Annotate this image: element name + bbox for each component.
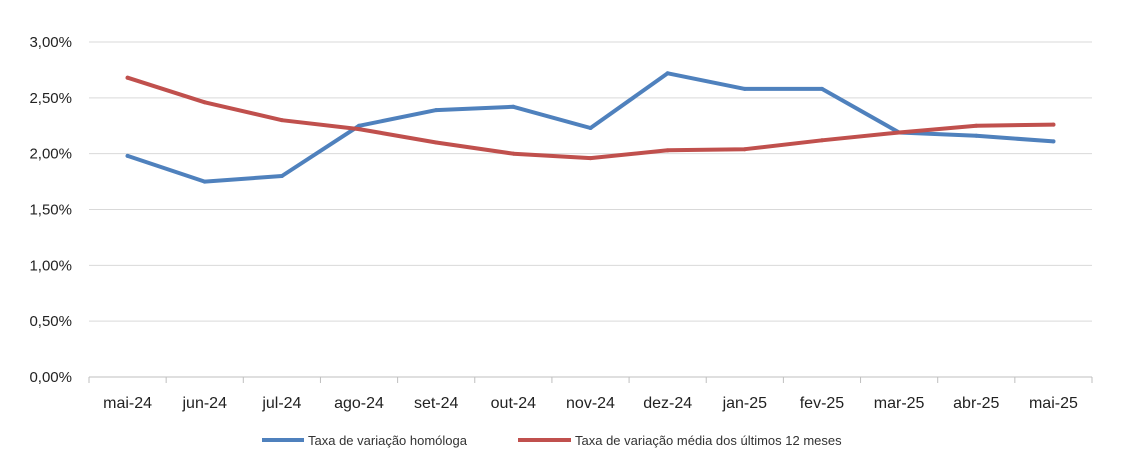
data-point (974, 133, 979, 138)
x-tick-label: mar-25 (874, 395, 925, 412)
data-point (588, 125, 593, 130)
data-point (434, 108, 439, 113)
data-point (1051, 122, 1056, 127)
y-tick-label: 0,50% (29, 313, 72, 330)
x-tick-label: jan-25 (722, 395, 768, 412)
data-point (819, 86, 824, 91)
legend-label: Taxa de variação homóloga (308, 433, 468, 448)
x-tick-label: jun-24 (181, 395, 227, 412)
x-tick-label: dez-24 (643, 395, 692, 412)
data-point (665, 71, 670, 76)
x-tick-label: out-24 (491, 395, 536, 412)
data-point (1051, 139, 1056, 144)
gridlines (89, 41, 1092, 322)
y-tick-label: 1,50% (29, 202, 72, 219)
data-point (742, 86, 747, 91)
data-point (357, 127, 362, 132)
x-tick-label: jul-24 (261, 395, 301, 412)
x-tick-label: mai-25 (1029, 395, 1078, 412)
x-tick-label: ago-24 (334, 395, 384, 412)
y-tick-label: 2,50% (29, 90, 72, 107)
data-point (125, 153, 130, 158)
data-point (279, 174, 284, 178)
y-axis: 0,00% 0,50% 1,00% 1,50% 2,00% 2,50% 3,00% (29, 34, 72, 386)
x-tick-label: mai-24 (103, 395, 152, 412)
data-point (202, 179, 207, 184)
y-tick-label: 3,00% (29, 34, 72, 51)
x-tick-label: fev-25 (800, 395, 845, 412)
x-tick-label: abr-25 (953, 395, 999, 412)
x-axis: mai-24 jun-24 jul-24 ago-24 set-24 out-24 nov-… (88, 376, 1093, 412)
x-tick-label: set-24 (414, 395, 459, 412)
data-point (279, 118, 284, 123)
data-point (588, 156, 593, 161)
data-point (511, 151, 516, 156)
y-tick-label: 2,00% (29, 146, 72, 163)
data-point (511, 104, 516, 109)
legend: Taxa de variação homóloga Taxa de variaçã… (262, 433, 842, 448)
data-point (434, 140, 439, 145)
data-point (742, 147, 747, 152)
legend-label: Taxa de variação média dos últimos 12 me… (575, 433, 842, 448)
data-point (357, 123, 362, 128)
data-point (819, 138, 824, 143)
data-point (665, 148, 670, 153)
data-point (125, 75, 130, 80)
data-point (974, 123, 979, 128)
series-lines (125, 71, 1056, 184)
series-line-2 (125, 75, 1056, 161)
y-tick-label: 1,00% (29, 257, 72, 274)
data-point (202, 100, 207, 105)
y-tick-label: 0,00% (29, 369, 72, 386)
x-tick-label: nov-24 (566, 395, 615, 412)
data-point (897, 130, 902, 135)
